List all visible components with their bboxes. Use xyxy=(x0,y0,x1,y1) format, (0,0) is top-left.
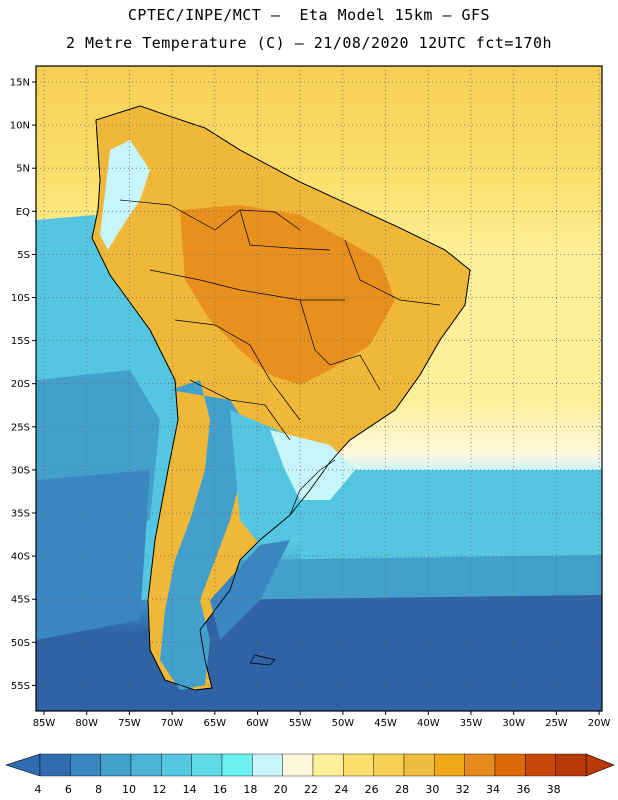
legend-color-swatch xyxy=(434,753,465,777)
lon-tick-label: 60W xyxy=(246,718,269,729)
lat-tick-label: 40S xyxy=(11,552,30,563)
lat-tick-label: 25S xyxy=(11,422,30,433)
legend-value-label: 34 xyxy=(486,783,500,796)
lat-tick-label: 55S xyxy=(11,681,30,692)
legend-value-label: 18 xyxy=(243,783,257,796)
legend-value-label: 30 xyxy=(425,783,439,796)
legend-color-swatch xyxy=(555,753,587,777)
coastline xyxy=(91,105,471,691)
legend-color-swatch xyxy=(221,753,253,777)
legend-value-label: 4 xyxy=(35,783,42,796)
legend-color-swatch xyxy=(282,753,314,777)
country-borders xyxy=(119,199,441,666)
lat-tick-label: 35S xyxy=(11,509,30,520)
legend-value-label: 32 xyxy=(456,783,470,796)
southern-andes-patagonia xyxy=(160,380,250,690)
lon-tick-label: 45W xyxy=(374,718,397,729)
map-title-line1: CPTEC/INPE/MCT – Eta Model 15km – GFS xyxy=(127,6,491,24)
south-brazil-region xyxy=(270,430,355,500)
legend-value-label: 14 xyxy=(183,783,197,796)
legend-high-arrow xyxy=(585,753,615,777)
color-scale-legend: 4 6 8 10 12 14 16 18 20 22 24 26 28 30 32 34 36 38 xyxy=(5,753,615,796)
lat-tick-label: 10S xyxy=(11,293,30,304)
legend-value-label: 36 xyxy=(516,783,530,796)
legend-value-label: 38 xyxy=(547,783,561,796)
atlantic-cool-region xyxy=(300,470,602,580)
legend-value-label: 26 xyxy=(365,783,379,796)
legend-color-swatch xyxy=(343,753,374,777)
lat-tick-label: 5S xyxy=(17,250,30,261)
lon-tick-label: 20W xyxy=(588,718,611,729)
lat-tick-label: 50S xyxy=(11,638,30,649)
legend-color-swatch xyxy=(403,753,435,777)
latitude-axis: 15N 10N 5N EQ 5S 10S 15S 20S 25S 30S 35S 40S 45S 50S 5… xyxy=(10,78,36,692)
lat-tick-label: 15N xyxy=(10,78,30,89)
atlantic-cold-region xyxy=(200,595,602,711)
lat-tick-label: 45S xyxy=(11,595,30,606)
lat-tick-label: 10N xyxy=(10,121,30,132)
lat-tick-label: 15S xyxy=(11,336,30,347)
legend-color-swatch xyxy=(70,753,101,777)
legend-value-label: 22 xyxy=(304,783,318,796)
pampas-region xyxy=(230,410,340,545)
lon-tick-label: 35W xyxy=(460,718,483,729)
lon-tick-label: 50W xyxy=(332,718,355,729)
legend-color-swatch xyxy=(252,753,283,777)
legend-color-swatch xyxy=(39,753,71,777)
legend-color-swatch xyxy=(464,753,496,777)
lon-tick-label: 70W xyxy=(161,718,184,729)
map-field xyxy=(36,66,602,711)
legend-color-swatch xyxy=(191,753,223,777)
lon-tick-label: 85W xyxy=(33,718,56,729)
lon-tick-label: 55W xyxy=(289,718,312,729)
lon-tick-label: 30W xyxy=(502,718,525,729)
pacific-cold-region xyxy=(36,470,150,640)
lat-tick-label: 5N xyxy=(16,164,30,175)
northern-andes-region xyxy=(100,140,150,250)
south-patagonia-region xyxy=(210,540,290,640)
legend-value-label: 8 xyxy=(95,783,102,796)
legend-value-label: 6 xyxy=(65,783,72,796)
hot-interior-region xyxy=(180,205,395,385)
legend-value-label: 28 xyxy=(395,783,409,796)
lon-tick-label: 80W xyxy=(75,718,98,729)
legend-color-swatch xyxy=(373,753,405,777)
legend-color-swatch xyxy=(525,753,556,777)
legend-low-arrow xyxy=(5,753,41,777)
lon-tick-label: 25W xyxy=(545,718,568,729)
legend-value-label: 10 xyxy=(122,783,136,796)
legend-value-label: 16 xyxy=(213,783,227,796)
legend-color-swatch xyxy=(494,753,526,777)
lon-tick-label: 40W xyxy=(417,718,440,729)
map-title-line2: 2 Metre Temperature (C) – 21/08/2020 12U… xyxy=(65,34,553,52)
lat-tick-label: 30S xyxy=(11,465,30,476)
lon-tick-label: 65W xyxy=(203,718,226,729)
legend-color-swatch xyxy=(312,753,344,777)
legend-color-swatch xyxy=(100,753,132,777)
legend-value-label: 24 xyxy=(334,783,348,796)
map-frame xyxy=(35,65,603,712)
longitude-axis: 85W 80W 75W 70W 65W 60W 55W 50W 45W 40W 35W 30W 25W 2… xyxy=(33,711,611,729)
legend-value-label: 20 xyxy=(274,783,288,796)
lon-tick-label: 75W xyxy=(118,718,141,729)
lat-tick-label: EQ xyxy=(16,207,30,218)
legend-color-swatch xyxy=(161,753,192,777)
lat-tick-label: 20S xyxy=(11,379,30,390)
legend-color-swatch xyxy=(130,753,162,777)
legend-value-label: 12 xyxy=(152,783,166,796)
